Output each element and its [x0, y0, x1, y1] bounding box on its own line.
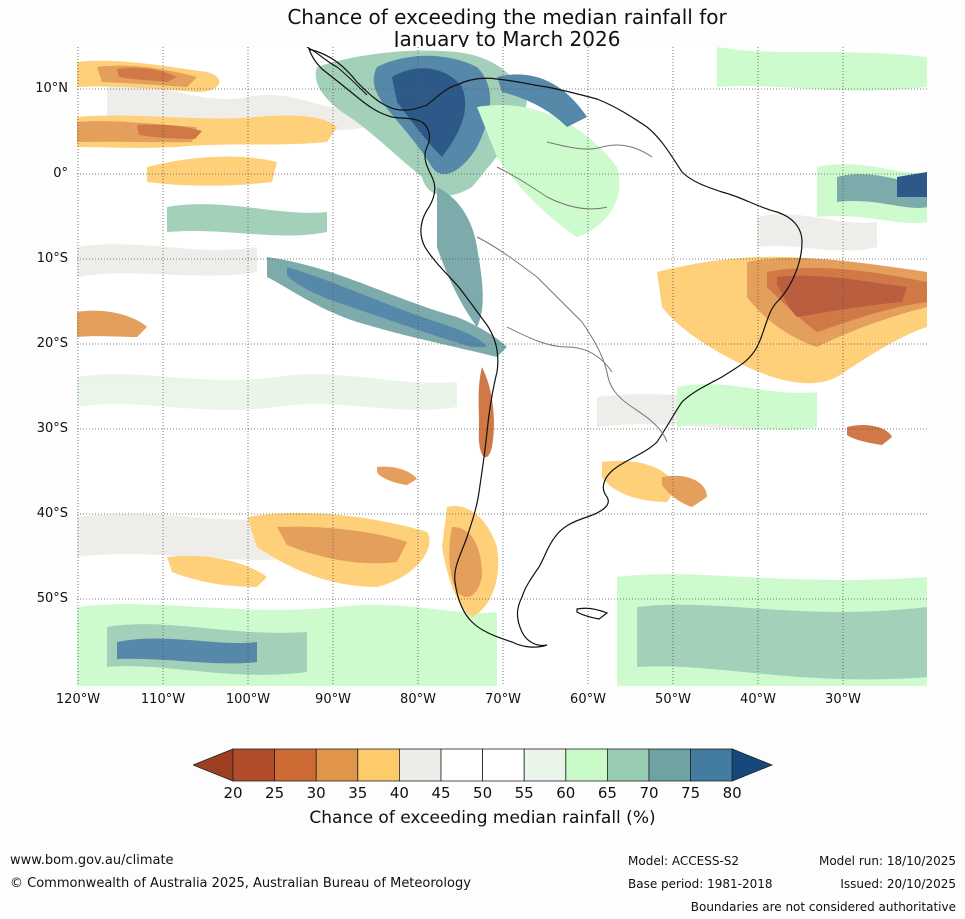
lat-label: 40°S — [36, 506, 68, 521]
lon-label: 100°W — [225, 692, 271, 707]
colorbar-graphic — [191, 748, 774, 782]
colorbar-tick-label: 30 — [306, 784, 326, 802]
south-america-coastline — [308, 48, 803, 648]
colorbar-tick-label: 75 — [681, 784, 701, 802]
map-title-line1: Chance of exceeding the median rainfall … — [287, 5, 727, 29]
lon-label: 80°W — [400, 692, 436, 707]
colorbar-tick-label: 20 — [223, 784, 243, 802]
lon-label: 40°W — [740, 692, 776, 707]
colorbar-tick-label: 55 — [514, 784, 534, 802]
colorbar-bin — [398, 748, 442, 782]
colorbar-tick-label: 65 — [597, 784, 617, 802]
map-canvas — [77, 47, 927, 686]
lon-label: 30°W — [825, 692, 861, 707]
colorbar-extend-low — [191, 748, 234, 782]
colorbar-tick-label: 80 — [722, 784, 742, 802]
colorbar-bin — [440, 748, 483, 782]
lon-label: 70°W — [485, 692, 521, 707]
issued-date: Issued: 20/10/2025 — [840, 877, 956, 891]
lon-label: 120°W — [55, 692, 101, 707]
colorbar-tick-label: 35 — [348, 784, 368, 802]
lat-label: 20°S — [36, 336, 68, 351]
colorbar-label: Chance of exceeding median rainfall (%) — [309, 808, 656, 828]
website-link[interactable]: www.bom.gov.au/climate — [10, 853, 174, 868]
lon-label: 90°W — [315, 692, 351, 707]
colorbar-bin — [232, 748, 275, 782]
colorbar-tick-label: 60 — [556, 784, 576, 802]
colorbar-bin — [523, 748, 567, 782]
colorbar-tick-label: 40 — [389, 784, 409, 802]
lat-label: 0° — [53, 166, 68, 181]
copyright-text: © Commonwealth of Australia 2025, Austra… — [10, 876, 471, 891]
falkland-islands — [576, 607, 609, 620]
lat-label: 50°S — [36, 591, 68, 606]
rainfall-probability-map — [77, 47, 927, 686]
colorbar-extend-high — [731, 748, 774, 782]
lon-label: 60°W — [570, 692, 606, 707]
lon-label: 50°W — [655, 692, 691, 707]
base-period: Base period: 1981-2018 — [628, 877, 773, 891]
colorbar-bin — [606, 748, 650, 782]
graticule — [77, 47, 927, 686]
colorbar-bin — [648, 748, 691, 782]
colorbar-bin — [315, 748, 359, 782]
anomaly-shading — [77, 47, 927, 686]
country-borders — [476, 141, 668, 443]
lat-label: 30°S — [36, 421, 68, 436]
colorbar-bin — [274, 748, 317, 782]
colorbar-tick-label: 25 — [265, 784, 285, 802]
model-run-date: Model run: 18/10/2025 — [818, 854, 956, 868]
colorbar-tick-label: 70 — [639, 784, 659, 802]
map-title-line2: January to March 2026 — [393, 27, 621, 51]
model-name: Model: ACCESS-S2 — [628, 854, 740, 868]
boundaries-disclaimer: Boundaries are not considered authoritat… — [690, 900, 956, 914]
colorbar-tick-label: 45 — [431, 784, 451, 802]
lat-label: 10°S — [36, 251, 68, 266]
colorbar — [191, 748, 774, 782]
colorbar-bin — [690, 748, 733, 782]
colorbar-bin — [565, 748, 608, 782]
lon-label: 110°W — [140, 692, 186, 707]
colorbar-bin — [482, 748, 525, 782]
central-america-coastline — [306, 47, 368, 96]
colorbar-tick-label: 50 — [473, 784, 493, 802]
lat-label: 10°N — [35, 81, 68, 96]
colorbar-bin — [357, 748, 400, 782]
